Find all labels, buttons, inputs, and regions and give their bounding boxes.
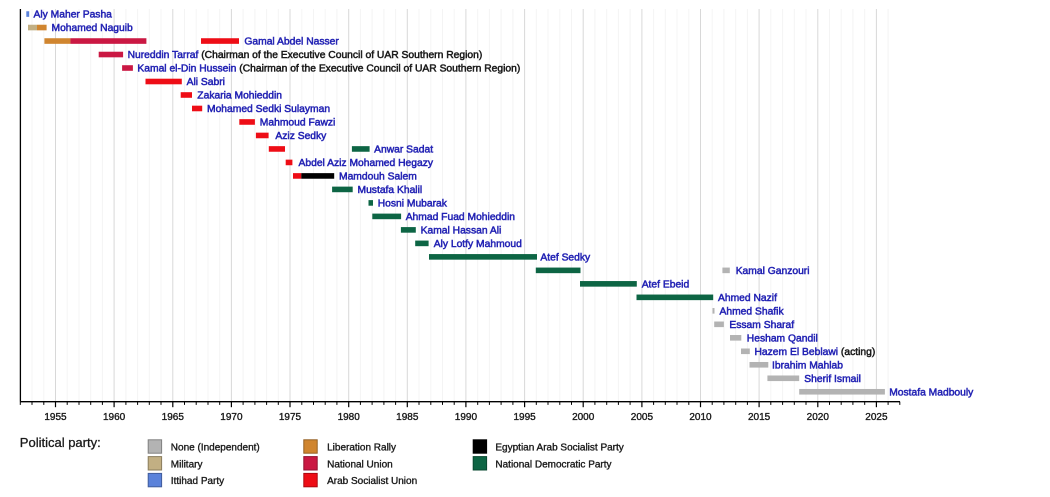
svg-text:Mustafa Khalil: Mustafa Khalil <box>358 185 423 196</box>
svg-text:1980: 1980 <box>338 412 361 423</box>
svg-text:Mohamed Naguib: Mohamed Naguib <box>52 23 134 34</box>
svg-text:Kamal Hassan Ali: Kamal Hassan Ali <box>421 225 502 236</box>
svg-text:2015: 2015 <box>748 412 771 423</box>
svg-text:Ahmed Nazif: Ahmed Nazif <box>718 293 777 304</box>
svg-text:2020: 2020 <box>807 412 830 423</box>
svg-text:Abdel Aziz Mohamed Hegazy: Abdel Aziz Mohamed Hegazy <box>299 158 434 169</box>
svg-text:Aly Lotfy Mahmoud: Aly Lotfy Mahmoud <box>434 239 522 250</box>
svg-text:Atef Ebeid: Atef Ebeid <box>642 279 690 290</box>
svg-text:Sherif Ismail: Sherif Ismail <box>804 374 861 385</box>
svg-text:Anwar Sadat: Anwar Sadat <box>374 144 433 155</box>
svg-text:1990: 1990 <box>455 412 478 423</box>
svg-text:Hesham Qandil: Hesham Qandil <box>747 333 818 344</box>
svg-text:2000: 2000 <box>572 412 595 423</box>
svg-text:Atef Sedky: Atef Sedky <box>540 252 591 263</box>
svg-text:Ahmad Fuad Mohieddin: Ahmad Fuad Mohieddin <box>406 212 516 223</box>
svg-text:2005: 2005 <box>631 412 654 423</box>
svg-text:1965: 1965 <box>162 412 185 423</box>
svg-text:Kamal Ganzouri: Kamal Ganzouri <box>736 266 810 277</box>
svg-text:Zakaria Mohieddin: Zakaria Mohieddin <box>197 90 282 101</box>
svg-text:Arab Socialist Union: Arab Socialist Union <box>327 476 417 487</box>
svg-text:Mohamed Sedki Sulayman: Mohamed Sedki Sulayman <box>207 104 330 115</box>
svg-text:Mamdouh Salem: Mamdouh Salem <box>339 171 417 182</box>
svg-text:1970: 1970 <box>220 412 243 423</box>
svg-text:Ibrahim Mahlab: Ibrahim Mahlab <box>772 360 843 371</box>
svg-text:Mahmoud Fawzi: Mahmoud Fawzi <box>260 117 336 128</box>
svg-text:1960: 1960 <box>103 412 126 423</box>
svg-text:Mostafa Madbouly: Mostafa Madbouly <box>889 387 974 398</box>
svg-text:1995: 1995 <box>513 412 536 423</box>
svg-text:1975: 1975 <box>279 412 302 423</box>
svg-text:Liberation Rally: Liberation Rally <box>327 443 396 454</box>
svg-text:Egyptian Arab Socialist Party: Egyptian Arab Socialist Party <box>495 443 623 454</box>
svg-text:Ahmed Shafik: Ahmed Shafik <box>720 306 785 317</box>
svg-text:Ali Sabri: Ali Sabri <box>187 77 225 88</box>
svg-text:Political party:: Political party: <box>20 435 101 450</box>
svg-text:2010: 2010 <box>689 412 712 423</box>
svg-text:Hazem El Beblawi (acting): Hazem El Beblawi (acting) <box>755 347 876 358</box>
svg-text:Aziz Sedky: Aziz Sedky <box>275 131 327 142</box>
svg-text:2025: 2025 <box>865 412 888 423</box>
svg-text:Aly Maher Pasha: Aly Maher Pasha <box>34 10 113 21</box>
svg-text:National Democratic Party: National Democratic Party <box>495 459 611 470</box>
svg-text:Military: Military <box>171 459 203 470</box>
svg-text:1985: 1985 <box>396 412 419 423</box>
svg-text:National Union: National Union <box>327 459 393 470</box>
svg-text:Nureddin Tarraf (Chairman of t: Nureddin Tarraf (Chairman of the Executi… <box>128 50 483 61</box>
svg-text:Gamal Abdel Nasser: Gamal Abdel Nasser <box>244 37 339 48</box>
svg-text:None (Independent): None (Independent) <box>171 443 260 454</box>
svg-text:1955: 1955 <box>44 412 67 423</box>
svg-text:Kamal el-Din Hussein (Chairman: Kamal el-Din Hussein (Chairman of the Ex… <box>137 64 520 75</box>
svg-text:Hosni Mubarak: Hosni Mubarak <box>378 198 448 209</box>
svg-text:Ittihad Party: Ittihad Party <box>171 476 224 487</box>
svg-text:Essam Sharaf: Essam Sharaf <box>729 320 794 331</box>
